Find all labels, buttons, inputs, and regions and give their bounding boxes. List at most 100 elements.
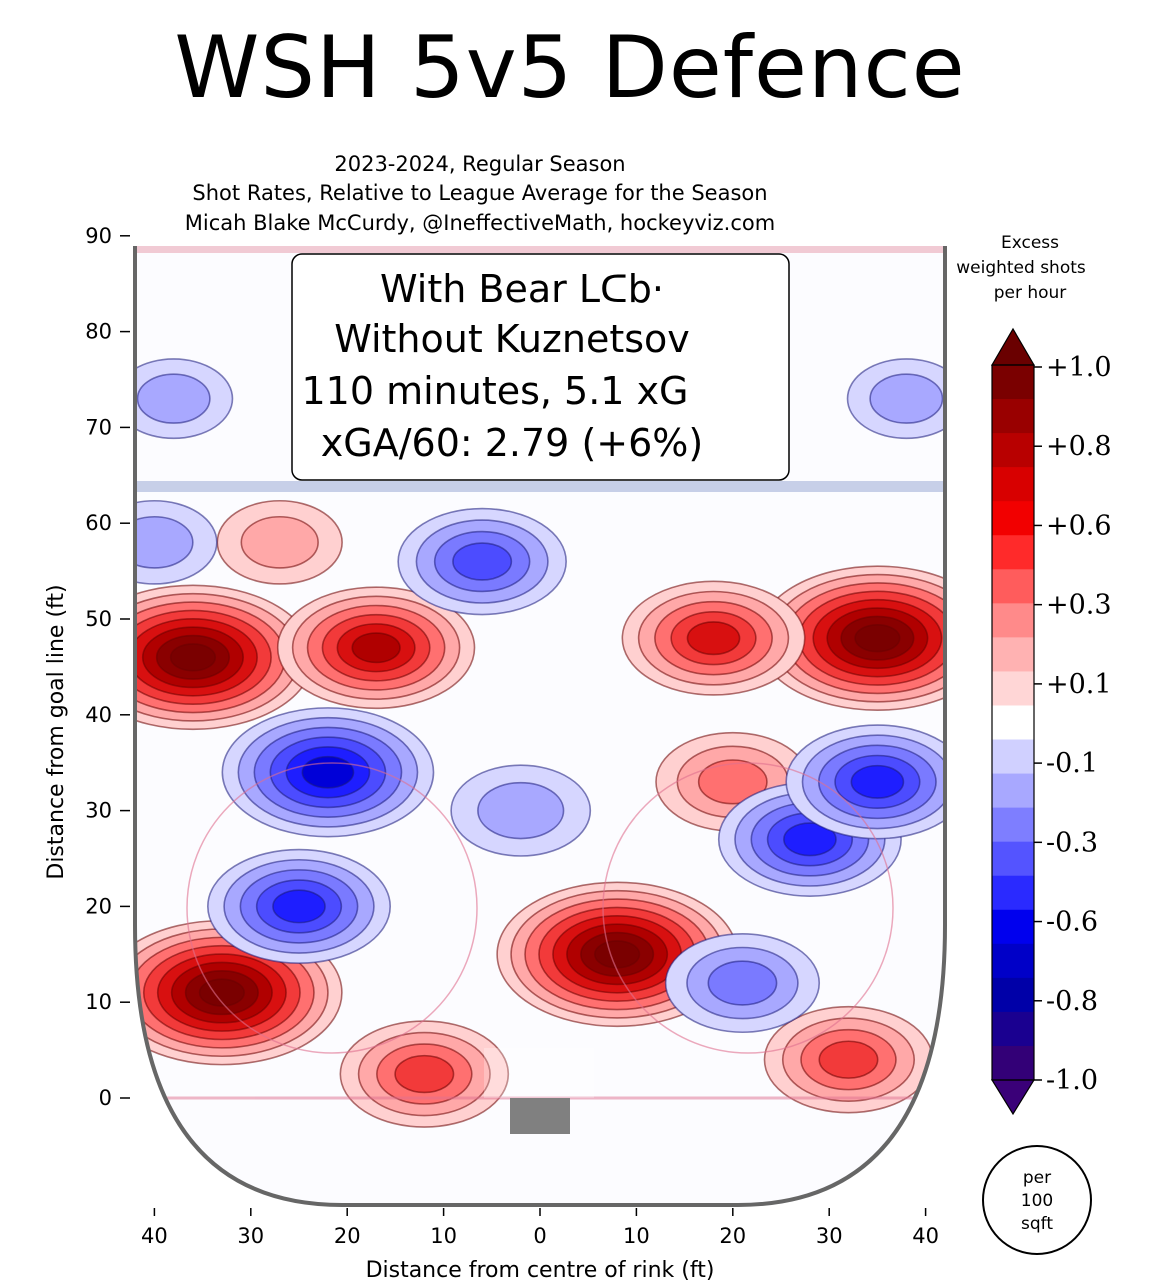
x-tick-label: 40: [912, 1224, 939, 1248]
colorbar-segment: [992, 1011, 1034, 1047]
centre-red-line: [135, 246, 945, 253]
colorbar: [990, 327, 1036, 1116]
colorbar-tick-label: +0.8: [1046, 431, 1112, 462]
colorbar-tick-label: -0.6: [1046, 907, 1098, 938]
heat-blob: [339, 1020, 510, 1128]
x-tick-label: 20: [719, 1224, 746, 1248]
colorbar-ticks: +1.0 +0.8 +0.6 +0.3 +0.1 -0.1 -0.3 -0.6 -0.8 -1.0: [1034, 352, 1112, 1096]
y-tick-label: 10: [85, 990, 112, 1014]
x-tick-label: 30: [816, 1224, 843, 1248]
faceoff-circle-right: [602, 762, 894, 1054]
colorbar-tick-label: -0.8: [1046, 986, 1098, 1017]
y-tick-label: 20: [85, 894, 112, 918]
x-tick-label: 10: [430, 1224, 457, 1248]
colorbar-frame: [991, 364, 1035, 1081]
x-tick-label: 40: [141, 1224, 168, 1248]
heat-blob: [276, 586, 476, 710]
unit-legend: per 100 sqft: [982, 1145, 1092, 1255]
colorbar-segment: [992, 603, 1034, 638]
x-tick-label: 30: [237, 1224, 264, 1248]
colorbar-segment: [992, 977, 1034, 1013]
rink-boards: [133, 246, 947, 1207]
colorbar-segment: [992, 433, 1034, 468]
y-tick-label: 50: [85, 607, 112, 631]
info-minutes-xg: 110 minutes, 5.1 xG: [301, 369, 688, 413]
y-tick-label: 60: [85, 511, 112, 535]
colorbar-segment: [992, 467, 1034, 502]
colorbar-segment: [992, 637, 1034, 672]
y-tick-label: 40: [85, 703, 112, 727]
heat-blob: [216, 499, 343, 585]
colorbar-segment: [992, 739, 1034, 775]
unit-line-3: sqft: [1021, 1214, 1053, 1234]
x-axis: 40 30 20 10 0 10 20 30 40: [141, 1208, 939, 1248]
colorbar-segment: [992, 773, 1034, 809]
colorbar-title-1: Excess: [1001, 233, 1059, 253]
y-tick-label: 70: [85, 415, 112, 439]
colorbar-segment: [992, 501, 1034, 536]
heat-blob: [207, 848, 391, 965]
colorbar-tick-label: +1.0: [1046, 352, 1112, 383]
unit-line-1: per: [1023, 1168, 1051, 1188]
colorbar-title-2: weighted shots: [956, 258, 1086, 278]
heat-blob: [785, 724, 945, 840]
chart-subtitle-season: 2023-2024, Regular Season: [334, 152, 626, 176]
heat-blob: [621, 580, 806, 696]
colorbar-tick-label: +0.1: [1046, 669, 1112, 700]
faceoff-circle-left: [186, 762, 478, 1054]
info-with-player: With Bear Lᑕb·: [380, 267, 664, 311]
colorbar-segment: [992, 365, 1034, 400]
colorbar-segment: [992, 841, 1034, 877]
colorbar-segment: [992, 909, 1034, 945]
x-tick-label: 0: [533, 1224, 546, 1248]
colorbar-segment: [992, 705, 1034, 741]
heat-blob: [135, 584, 314, 731]
y-tick-label: 80: [85, 320, 112, 344]
heat-blob: [397, 507, 567, 616]
y-tick-label: 0: [99, 1086, 112, 1110]
colorbar-extend-bottom: [990, 1079, 1036, 1116]
colorbar-extend-top: [990, 327, 1036, 366]
heat-blob: [135, 358, 234, 440]
chart-subtitle-author: Micah Blake McCurdy, @IneffectiveMath, h…: [184, 211, 776, 235]
goal-net: [510, 1098, 570, 1134]
colorbar-segment: [992, 875, 1034, 911]
heat-blob: [763, 1005, 934, 1114]
chart-subtitle-description: Shot Rates, Relative to League Average f…: [192, 181, 768, 205]
y-tick-label: 90: [85, 224, 112, 248]
chart-title: WSH 5v5 Defence: [174, 18, 966, 118]
colorbar-title-3: per hour: [994, 283, 1067, 303]
unit-line-2: 100: [1021, 1191, 1053, 1211]
y-axis-label: Distance from goal line (ft): [44, 584, 69, 879]
goal-crease: [484, 1048, 594, 1098]
colorbar-tick-label: +0.3: [1046, 590, 1112, 621]
heat-blob: [450, 764, 592, 857]
heat-blob: [756, 565, 945, 711]
x-axis-label: Distance from centre of rink (ft): [366, 1258, 715, 1283]
y-tick-label: 30: [85, 799, 112, 823]
colorbar-tick-label: -0.3: [1046, 827, 1098, 858]
colorbar-segment: [992, 671, 1034, 706]
blue-line: [135, 481, 945, 492]
info-xga-rate: xGA/60: 2.79 (+6%): [321, 421, 703, 465]
heat-blob: [664, 933, 821, 1034]
colorbar-segment: [992, 943, 1034, 979]
x-tick-label: 10: [623, 1224, 650, 1248]
heatmap-layer: [135, 358, 945, 1128]
colorbar-tick-label: -1.0: [1046, 1065, 1098, 1096]
info-box: With Bear Lᑕb· Without Kuznetsov 110 min…: [291, 253, 790, 481]
heat-blob: [221, 707, 435, 838]
heat-blob: [655, 731, 811, 832]
x-tick-label: 20: [334, 1224, 361, 1248]
colorbar-segment: [992, 399, 1034, 434]
colorbar-segment: [992, 807, 1034, 843]
heat-blob: [846, 358, 945, 440]
colorbar-segment: [992, 1045, 1034, 1081]
colorbar-tick-label: -0.1: [1046, 748, 1098, 779]
colorbar-segment: [992, 535, 1034, 570]
info-without-player: Without Kuznetsov: [334, 317, 690, 361]
y-axis: 0 10 20 30 40 50 60 70 80 90: [85, 224, 130, 1110]
colorbar-tick-label: +0.6: [1046, 510, 1112, 541]
colorbar-segment: [992, 569, 1034, 604]
